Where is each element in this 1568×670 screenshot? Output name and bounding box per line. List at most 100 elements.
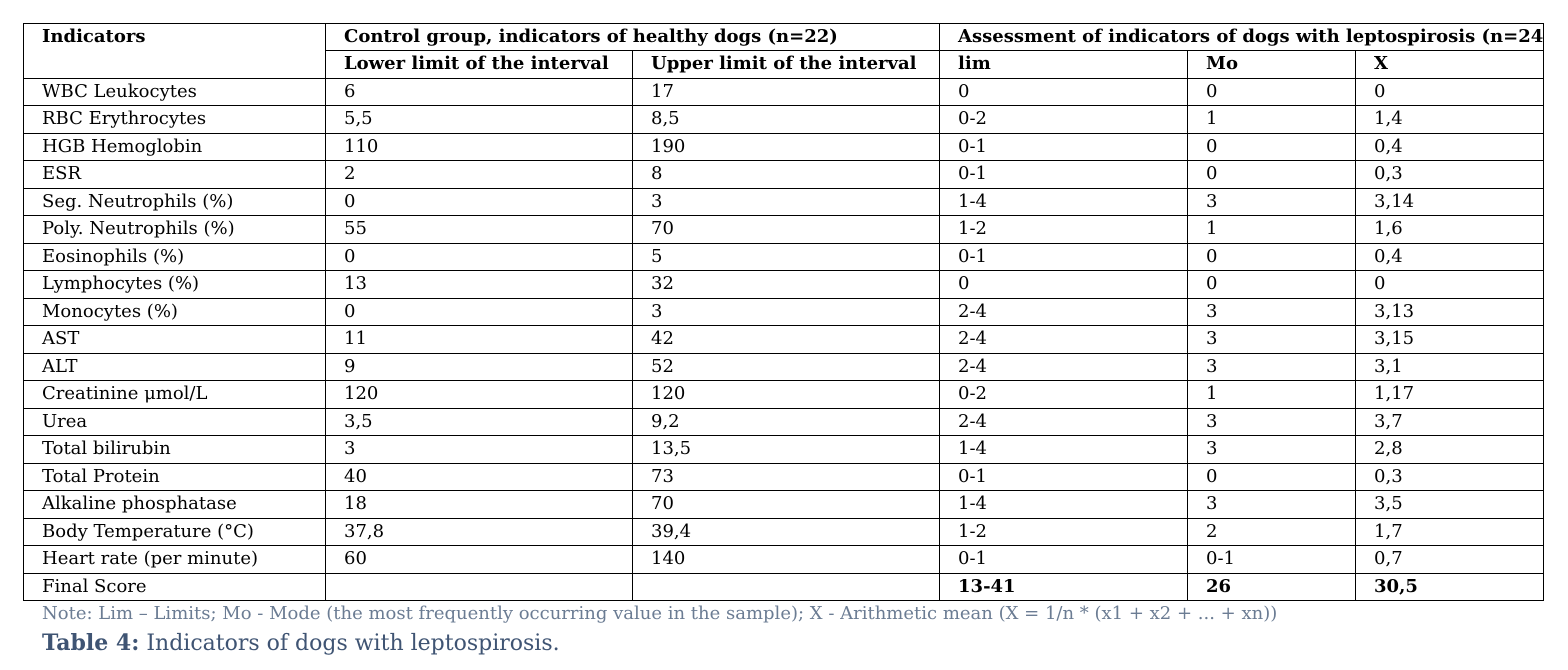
cell-indicator: AST	[23, 325, 326, 354]
cell-mo: 0	[1187, 462, 1357, 491]
cell-mo: 3	[1187, 325, 1357, 354]
header-lower-limit: Lower limit of the interval	[325, 50, 633, 79]
table-caption: Table 4: Indicators of dogs with leptosp…	[42, 630, 560, 656]
cell-x: 1,17	[1355, 380, 1545, 409]
cell-mo: 0-1	[1187, 545, 1357, 574]
table-row: Monocytes (%) 0 3 2-4 3 3,13	[23, 297, 1545, 326]
cell-upper-limit: 3	[631, 187, 941, 216]
cell-lim: 0-1	[939, 462, 1189, 491]
final-cell-mo: 26	[1187, 572, 1357, 601]
cell-x: 1,4	[1355, 105, 1545, 134]
cell-upper-limit: 70	[631, 490, 941, 519]
cell-indicator: Alkaline phosphatase	[23, 490, 326, 519]
cell-lower-limit: 40	[325, 462, 633, 491]
cell-lim: 1-2	[939, 517, 1189, 546]
cell-indicator: RBC Erythrocytes	[23, 105, 326, 134]
cell-x: 2,8	[1355, 435, 1545, 464]
cell-lim: 1-4	[939, 435, 1189, 464]
cell-lim: 2-4	[939, 352, 1189, 381]
final-score-row: Final Score 13-41 26 30,5	[23, 572, 1545, 601]
table-row: Urea 3,5 9,2 2-4 3 3,7	[23, 407, 1545, 436]
header-x: X	[1355, 50, 1545, 79]
header-mo: Mo	[1187, 50, 1357, 79]
cell-lower-limit: 3,5	[325, 407, 633, 436]
cell-indicator: Lymphocytes (%)	[23, 270, 326, 299]
final-cell-x: 30,5	[1355, 572, 1545, 601]
cell-lim: 0-2	[939, 105, 1189, 134]
cell-upper-limit: 120	[631, 380, 941, 409]
cell-x: 0,7	[1355, 545, 1545, 574]
cell-x: 0	[1355, 270, 1545, 299]
cell-x: 1,6	[1355, 215, 1545, 244]
cell-indicator: HGB Hemoglobin	[23, 132, 326, 161]
cell-lim: 0-1	[939, 545, 1189, 574]
cell-mo: 1	[1187, 215, 1357, 244]
header-upper-limit: Upper limit of the interval	[631, 50, 941, 79]
indicators-table: Indicators Control group, indicators of …	[23, 23, 1545, 601]
cell-indicator: Creatinine μmol/L	[23, 380, 326, 409]
table-row: ALT 9 52 2-4 3 3,1	[23, 352, 1545, 381]
cell-upper-limit: 73	[631, 462, 941, 491]
cell-mo: 1	[1187, 105, 1357, 134]
cell-indicator: Eosinophils (%)	[23, 242, 326, 271]
cell-upper-limit: 8	[631, 160, 941, 189]
cell-indicator: Total Protein	[23, 462, 326, 491]
cell-lim: 2-4	[939, 297, 1189, 326]
cell-upper-limit: 190	[631, 132, 941, 161]
cell-mo: 0	[1187, 242, 1357, 271]
cell-upper-limit: 140	[631, 545, 941, 574]
cell-x: 1,7	[1355, 517, 1545, 546]
cell-x: 0,3	[1355, 462, 1545, 491]
cell-upper-limit: 8,5	[631, 105, 941, 134]
cell-mo: 2	[1187, 517, 1357, 546]
table-row: Alkaline phosphatase 18 70 1-4 3 3,5	[23, 490, 1545, 519]
caption-label: Table 4:	[42, 630, 140, 656]
table-row: Poly. Neutrophils (%) 55 70 1-2 1 1,6	[23, 215, 1545, 244]
cell-lim: 2-4	[939, 325, 1189, 354]
cell-mo: 3	[1187, 187, 1357, 216]
cell-indicator: Total bilirubin	[23, 435, 326, 464]
cell-lim: 0	[939, 270, 1189, 299]
final-cell-lim: 13-41	[939, 572, 1189, 601]
cell-lower-limit: 37,8	[325, 517, 633, 546]
cell-lim: 0-1	[939, 132, 1189, 161]
table-container: Indicators Control group, indicators of …	[23, 23, 1545, 601]
cell-mo: 0	[1187, 270, 1357, 299]
cell-mo: 3	[1187, 352, 1357, 381]
cell-mo: 3	[1187, 407, 1357, 436]
cell-upper-limit: 39,4	[631, 517, 941, 546]
caption-text: Indicators of dogs with leptospirosis.	[139, 631, 560, 656]
cell-lim: 0-1	[939, 242, 1189, 271]
cell-mo: 3	[1187, 435, 1357, 464]
table-row: Creatinine μmol/L 120 120 0-2 1 1,17	[23, 380, 1545, 409]
table-row: ESR 2 8 0-1 0 0,3	[23, 160, 1545, 189]
header-indicators: Indicators	[23, 23, 326, 79]
cell-lower-limit: 120	[325, 380, 633, 409]
cell-lower-limit: 3	[325, 435, 633, 464]
table-row: AST 11 42 2-4 3 3,15	[23, 325, 1545, 354]
cell-upper-limit: 52	[631, 352, 941, 381]
table-row: Lymphocytes (%) 13 32 0 0 0	[23, 270, 1545, 299]
cell-x: 3,7	[1355, 407, 1545, 436]
table-row: Body Temperature (°C) 37,8 39,4 1-2 2 1,7	[23, 517, 1545, 546]
cell-lower-limit: 6	[325, 77, 633, 106]
cell-mo: 3	[1187, 297, 1357, 326]
cell-lim: 1-2	[939, 215, 1189, 244]
cell-mo: 0	[1187, 132, 1357, 161]
cell-mo: 1	[1187, 380, 1357, 409]
cell-lim: 0-1	[939, 160, 1189, 189]
final-cell-upper-limit	[631, 572, 941, 601]
cell-indicator: WBC Leukocytes	[23, 77, 326, 106]
cell-upper-limit: 13,5	[631, 435, 941, 464]
cell-upper-limit: 5	[631, 242, 941, 271]
cell-lower-limit: 0	[325, 297, 633, 326]
cell-mo: 0	[1187, 160, 1357, 189]
cell-indicator: ESR	[23, 160, 326, 189]
cell-lower-limit: 0	[325, 242, 633, 271]
header-assessment: Assessment of indicators of dogs with le…	[939, 23, 1545, 51]
cell-lim: 1-4	[939, 490, 1189, 519]
header-control-group: Control group, indicators of healthy dog…	[324, 23, 941, 51]
cell-lower-limit: 110	[325, 132, 633, 161]
cell-indicator: ALT	[23, 352, 326, 381]
cell-lower-limit: 18	[325, 490, 633, 519]
